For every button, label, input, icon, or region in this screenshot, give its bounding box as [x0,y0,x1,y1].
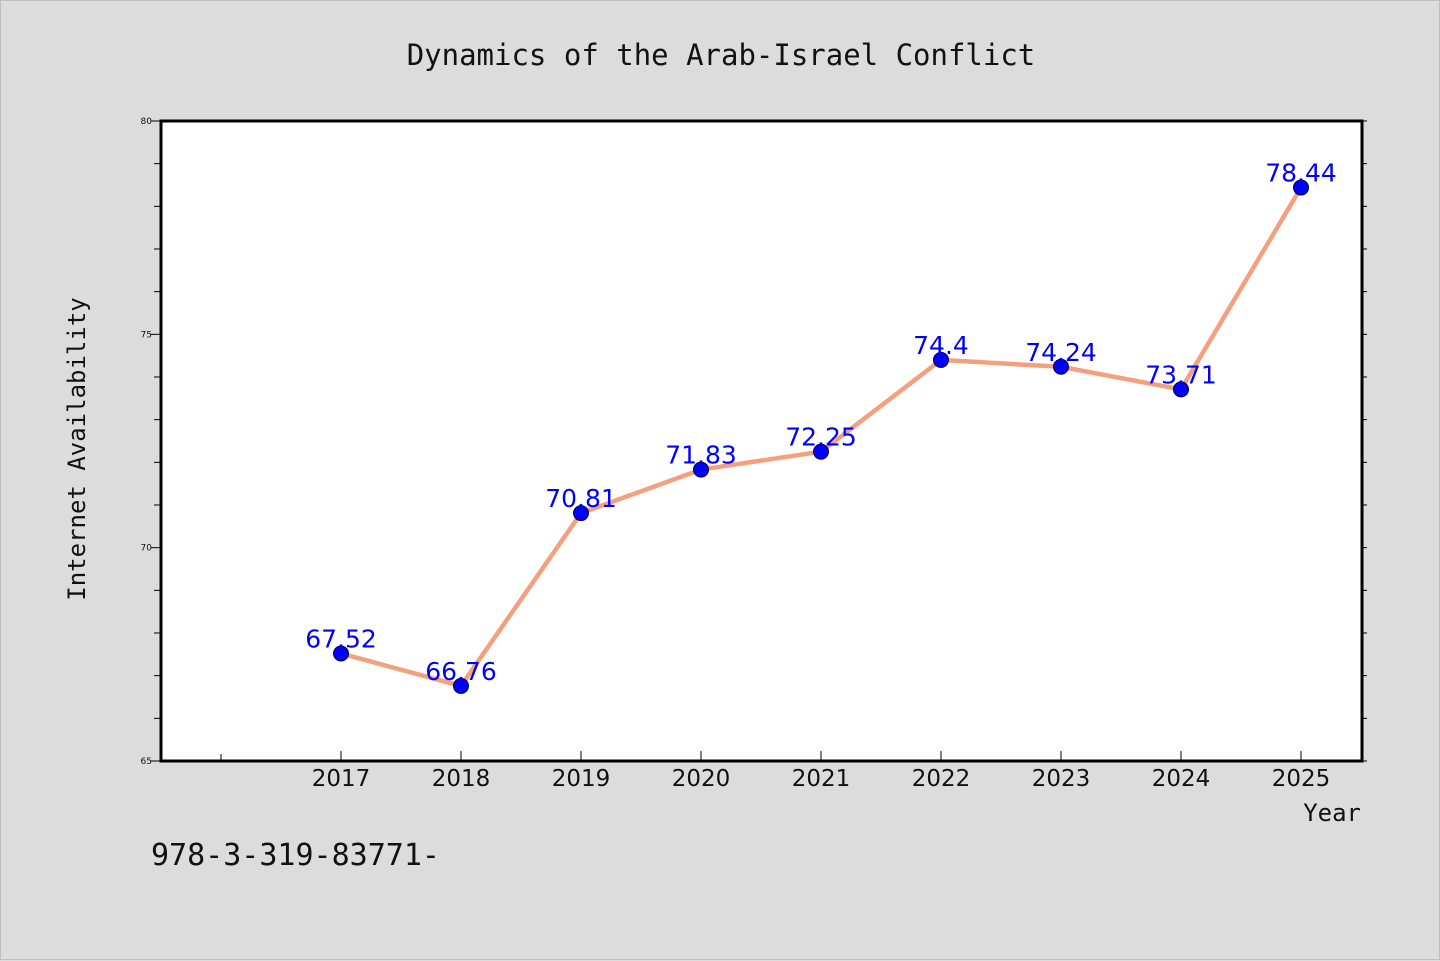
y-tick-label: 80 [141,117,153,127]
data-point [573,505,589,522]
data-point [333,645,349,662]
x-axis: 2017 2018 2019 2020 2021 2022 2023 2024 2025 [220,751,1331,792]
data-label: 70.81 [545,484,617,513]
data-label: 74.24 [1025,338,1097,367]
y-tick-label: 70 [141,544,153,554]
x-tick-label: 2024 [1152,766,1211,792]
chart-title: Dynamics of the Arab-Israel Conflict [407,38,1036,72]
y-tick-label: 65 [141,757,152,767]
x-tick-label: 2018 [432,766,491,792]
data-label: 74.4 [913,331,969,360]
data-point [453,677,469,694]
data-label: 73.71 [1145,360,1217,389]
x-axis-title: Year [1303,799,1361,827]
x-tick-label: 2021 [792,766,851,792]
x-tick-label: 2023 [1032,766,1091,792]
data-label: 67.52 [305,624,377,653]
x-tick-label: 2017 [312,766,371,792]
plot-area [159,119,1364,763]
x-tick-label: 2020 [672,766,731,792]
data-point [1293,179,1309,196]
data-label: 78.44 [1265,159,1337,188]
data-point [813,443,829,460]
data-point [1173,381,1189,398]
data-point [1053,358,1069,375]
y-tick-label: 75 [141,330,152,340]
y-axis-title: Internet Availability [63,297,91,600]
y-axis: 65 70 75 80 [141,117,1367,767]
series-line-group [333,179,1309,694]
x-tick-label: 2025 [1272,766,1331,792]
data-label: 71.83 [665,441,737,470]
x-tick-label: 2019 [552,766,611,792]
data-point [933,351,949,368]
data-label: 66.76 [425,657,497,686]
data-label: 72.25 [785,423,857,452]
x-tick-label: 2022 [912,766,971,792]
data-point [693,461,709,478]
data-label-group: 67.52 66.76 70.81 71.83 72.25 74.4 74.24 73.71 7… [305,159,1337,686]
footer-text: 978-3-319-83771- [151,838,440,873]
